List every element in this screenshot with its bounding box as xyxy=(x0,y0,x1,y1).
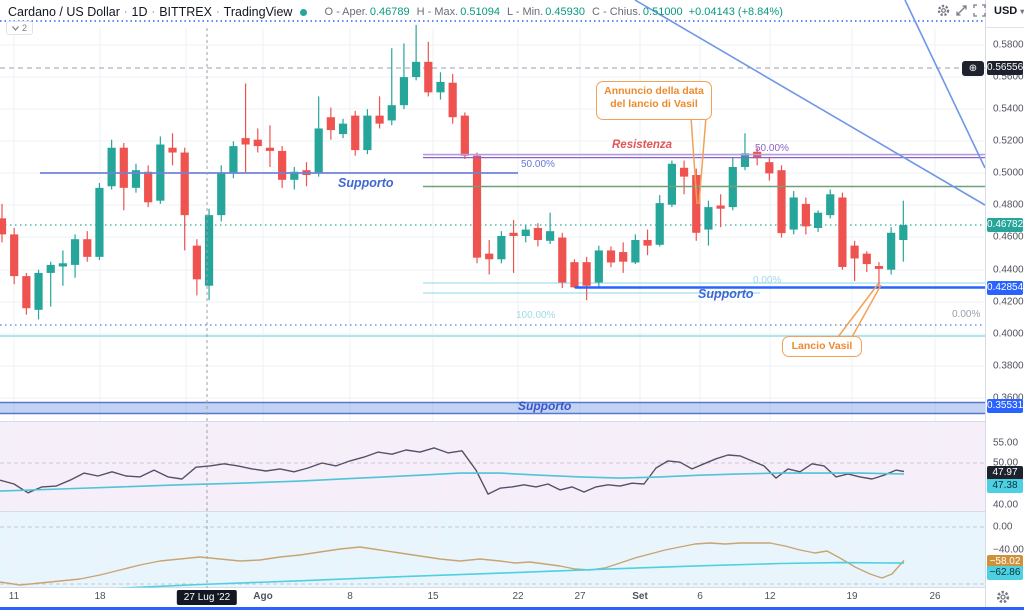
callout-pointer xyxy=(837,283,879,338)
resistance-label[interactable]: Resistenza xyxy=(612,139,673,151)
osc-value-badge: −58.02 xyxy=(987,555,1023,569)
rsi-ma-line xyxy=(0,472,905,492)
price-tick: 0.36000 xyxy=(993,392,1024,404)
support-label-main[interactable]: Supporto xyxy=(338,176,394,190)
callout-pointer xyxy=(698,116,707,205)
osc-tick: 0.00 xyxy=(993,521,1013,533)
fullscreen-icon[interactable] xyxy=(972,3,987,18)
maximize-icon[interactable] xyxy=(954,3,969,18)
support-label-mid[interactable]: Supporto xyxy=(698,287,754,301)
time-tick: 27 xyxy=(574,591,586,602)
trend-line xyxy=(904,0,986,169)
fib-50-label-blue: 50.00% xyxy=(521,159,555,170)
symbol-name[interactable]: Cardano / US Dollar xyxy=(8,5,120,19)
callout-pointer xyxy=(690,116,698,205)
bottom-accent-bar xyxy=(0,607,1024,610)
time-tick: 6 xyxy=(697,591,703,602)
time-tick: 12 xyxy=(764,591,776,602)
open-value: 0.46789 xyxy=(369,6,410,18)
collapse-count: 2 xyxy=(22,23,28,33)
chevron-down-icon xyxy=(12,25,19,31)
platform-label: TradingView xyxy=(223,5,293,19)
support-label-band[interactable]: Supporto xyxy=(518,399,572,413)
interval-label[interactable]: 1D xyxy=(131,5,148,19)
rsi-tick: 55.00 xyxy=(993,437,1019,449)
callout-pointer xyxy=(851,284,882,338)
rsi-line xyxy=(0,447,905,495)
vasil-announcement-callout[interactable]: Annuncio della data del lancio di Vasil xyxy=(596,81,712,120)
price-badge: 0.35531 xyxy=(987,399,1024,413)
fib-100-label-cyan: 100.00% xyxy=(516,310,556,321)
osc-value-badge: −62.86 xyxy=(987,566,1023,580)
price-badge: 0.56556 xyxy=(987,61,1024,75)
chart-toolbar xyxy=(936,3,987,18)
time-tick: 22 xyxy=(512,591,524,602)
time-tick: 15 xyxy=(427,591,439,602)
rsi-value-badge: 47.97 xyxy=(987,466,1023,480)
time-tick: 26 xyxy=(929,591,941,602)
change-value: +0.04143 (+8.84%) xyxy=(688,6,783,18)
fib-0-label-gray: 0.00% xyxy=(952,309,981,320)
rsi-pane-bg xyxy=(0,422,985,511)
oscillator-line xyxy=(0,542,905,586)
low-label: L - Min. xyxy=(506,6,544,18)
date-badge: 27 Lug '22 xyxy=(176,590,238,605)
time-tick: Set xyxy=(632,591,648,602)
gear-icon[interactable] xyxy=(996,590,1010,609)
price-badge: 0.42854 xyxy=(987,281,1024,295)
close-label: C - Chius. xyxy=(592,6,641,18)
time-tick: 11 xyxy=(8,591,20,602)
currency-dropdown[interactable]: USD ▾ xyxy=(994,5,1024,17)
rsi-value-badge: 47.38 xyxy=(987,479,1023,493)
time-tick: 19 xyxy=(846,591,858,602)
vasil-launch-callout[interactable]: Lancio Vasil xyxy=(782,336,862,357)
indicators-collapse-button[interactable]: 2 xyxy=(6,21,34,35)
trend-line xyxy=(634,0,986,206)
rsi-tick: 50.00 xyxy=(993,457,1019,469)
fib-50-label-purple: 50.00% xyxy=(755,143,789,154)
exchange-label: BITTREX xyxy=(159,5,212,19)
market-status-dot xyxy=(300,8,308,16)
time-axis[interactable]: 27 Lug '22 111825Ago8152227Set6121926 xyxy=(0,588,1024,607)
oscillator-ma-line xyxy=(117,561,905,588)
rsi-tick: 40.00 xyxy=(993,499,1019,511)
axis-divider xyxy=(986,27,1024,28)
close-value: 0.51000 xyxy=(642,6,683,18)
chevron-down-icon: ▾ xyxy=(1020,7,1024,16)
high-label: H - Max. xyxy=(416,6,459,18)
low-value: 0.45930 xyxy=(545,6,585,18)
symbol-legend[interactable]: Cardano / US Dollar · 1D · BITTREX · Tra… xyxy=(8,5,783,19)
fib-0-label-cyan: 0.00% xyxy=(753,275,782,286)
high-value: 0.51094 xyxy=(460,6,500,18)
price-badge: 0.46782 xyxy=(987,218,1024,232)
legend-separator: · xyxy=(123,6,128,18)
support-band xyxy=(0,402,985,414)
add-alert-plus-icon[interactable]: ⊕ xyxy=(962,61,984,76)
settings-icon[interactable] xyxy=(936,3,951,18)
time-tick: 18 xyxy=(94,591,106,602)
time-tick: Ago xyxy=(253,591,273,602)
osc-tick: −40.00 xyxy=(993,544,1024,556)
time-tick: 8 xyxy=(347,591,353,602)
candles xyxy=(0,24,908,320)
open-label: O - Aper. xyxy=(324,6,368,18)
